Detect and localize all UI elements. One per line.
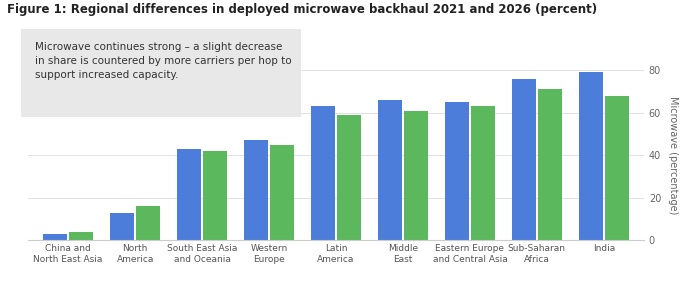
Bar bbox=[444, 102, 469, 240]
Bar bbox=[378, 100, 402, 240]
Bar bbox=[69, 232, 93, 240]
Bar bbox=[311, 106, 335, 240]
Bar bbox=[244, 140, 268, 240]
Bar bbox=[136, 206, 160, 240]
Y-axis label: Microwave (percentage): Microwave (percentage) bbox=[668, 96, 678, 214]
Bar bbox=[177, 149, 201, 240]
Bar bbox=[110, 213, 134, 240]
Bar bbox=[538, 89, 562, 240]
Bar bbox=[471, 106, 495, 240]
Bar bbox=[512, 79, 536, 240]
Bar bbox=[337, 115, 361, 240]
Bar bbox=[203, 151, 228, 240]
Bar bbox=[579, 72, 603, 240]
Bar bbox=[43, 234, 67, 240]
Bar bbox=[270, 145, 294, 240]
Bar bbox=[605, 96, 629, 240]
Text: Figure 1: Regional differences in deployed microwave backhaul 2021 and 2026 (per: Figure 1: Regional differences in deploy… bbox=[7, 3, 597, 16]
Text: Microwave continues strong – a slight decrease
in share is countered by more car: Microwave continues strong – a slight de… bbox=[35, 42, 292, 81]
Bar bbox=[404, 111, 428, 240]
